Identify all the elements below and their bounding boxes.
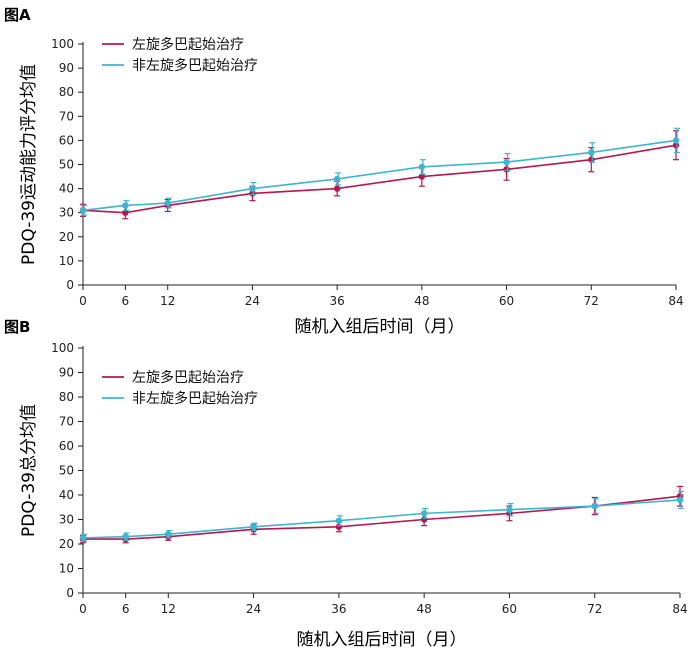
y-tick-label: 40 (59, 182, 74, 196)
x-tick-label: 36 (330, 294, 345, 308)
y-tick-label: 90 (59, 366, 74, 380)
data-point (418, 173, 426, 180)
y-tick-label: 60 (59, 439, 74, 453)
x-tick-label: 24 (246, 602, 261, 616)
y-axis-label: PDQ-39总分均值 (19, 404, 39, 537)
x-tick-label: 0 (79, 602, 87, 616)
data-point (122, 533, 129, 540)
panel-label: 图A (4, 6, 31, 24)
data-point (122, 202, 129, 209)
data-point (333, 185, 341, 192)
series-line (82, 139, 677, 212)
y-tick-label: 70 (59, 415, 74, 429)
y-tick-label: 10 (59, 254, 74, 268)
y-tick-label: 60 (59, 133, 74, 147)
data-point (249, 185, 256, 192)
x-tick-label: 24 (245, 294, 260, 308)
legend-entry: 非左旋多巴起始治疗 (132, 390, 258, 407)
y-tick-label: 20 (59, 537, 74, 551)
y-tick-label: 40 (59, 488, 74, 502)
legend-entry: 非左旋多巴起始治疗 (132, 57, 258, 74)
y-tick-label: 80 (59, 390, 74, 404)
x-tick-label: 60 (502, 602, 517, 616)
data-point (506, 506, 513, 513)
data-point (122, 209, 129, 216)
y-tick-label: 20 (59, 230, 74, 244)
x-axis-label: 随机入组后时间（月） (295, 317, 465, 337)
data-point (333, 175, 341, 183)
x-tick-label: 36 (331, 602, 346, 616)
y-tick-label: 0 (66, 586, 74, 600)
x-tick-label: 48 (414, 294, 429, 308)
x-tick-label: 0 (79, 294, 87, 308)
y-tick-label: 70 (59, 109, 74, 123)
data-point (503, 166, 510, 173)
legend-entry: 左旋多巴起始治疗 (132, 36, 244, 53)
legend-entry: 左旋多巴起始治疗 (132, 369, 244, 386)
data-point (79, 534, 87, 542)
x-tick-label: 12 (160, 294, 175, 308)
y-tick-label: 0 (66, 278, 74, 292)
x-axis-label: 随机入组后时间（月） (297, 630, 467, 650)
y-tick-label: 100 (51, 341, 74, 355)
panel-label: 图B (4, 318, 30, 336)
y-tick-label: 50 (59, 158, 74, 172)
y-tick-label: 30 (59, 513, 74, 527)
data-point (250, 523, 257, 531)
data-point (79, 207, 87, 214)
data-point (418, 163, 426, 171)
y-tick-label: 100 (51, 37, 74, 51)
data-point (420, 516, 428, 523)
x-tick-label: 60 (499, 294, 514, 308)
data-point (676, 496, 684, 504)
x-tick-label: 72 (584, 294, 599, 308)
x-tick-label: 84 (668, 294, 683, 308)
x-tick-label: 72 (587, 602, 602, 616)
y-axis-label: PDQ-39运动能力评分均值 (19, 64, 39, 265)
y-tick-label: 80 (59, 85, 74, 99)
y-tick-label: 90 (59, 61, 74, 75)
x-tick-label: 6 (122, 602, 130, 616)
data-point (165, 531, 172, 538)
x-tick-label: 6 (122, 294, 130, 308)
data-point (420, 510, 428, 517)
data-point (588, 149, 595, 156)
data-point (335, 517, 343, 524)
y-tick-label: 30 (59, 206, 74, 220)
data-point (591, 502, 598, 510)
x-tick-label: 84 (672, 602, 687, 616)
series-line (82, 499, 681, 539)
y-tick-label: 50 (59, 464, 74, 478)
x-tick-label: 12 (161, 602, 176, 616)
data-point (672, 137, 680, 144)
data-point (503, 158, 510, 166)
data-point (164, 199, 171, 207)
y-tick-label: 10 (59, 562, 74, 576)
data-point (588, 156, 595, 163)
data-point (335, 523, 343, 531)
x-tick-label: 48 (417, 602, 432, 616)
